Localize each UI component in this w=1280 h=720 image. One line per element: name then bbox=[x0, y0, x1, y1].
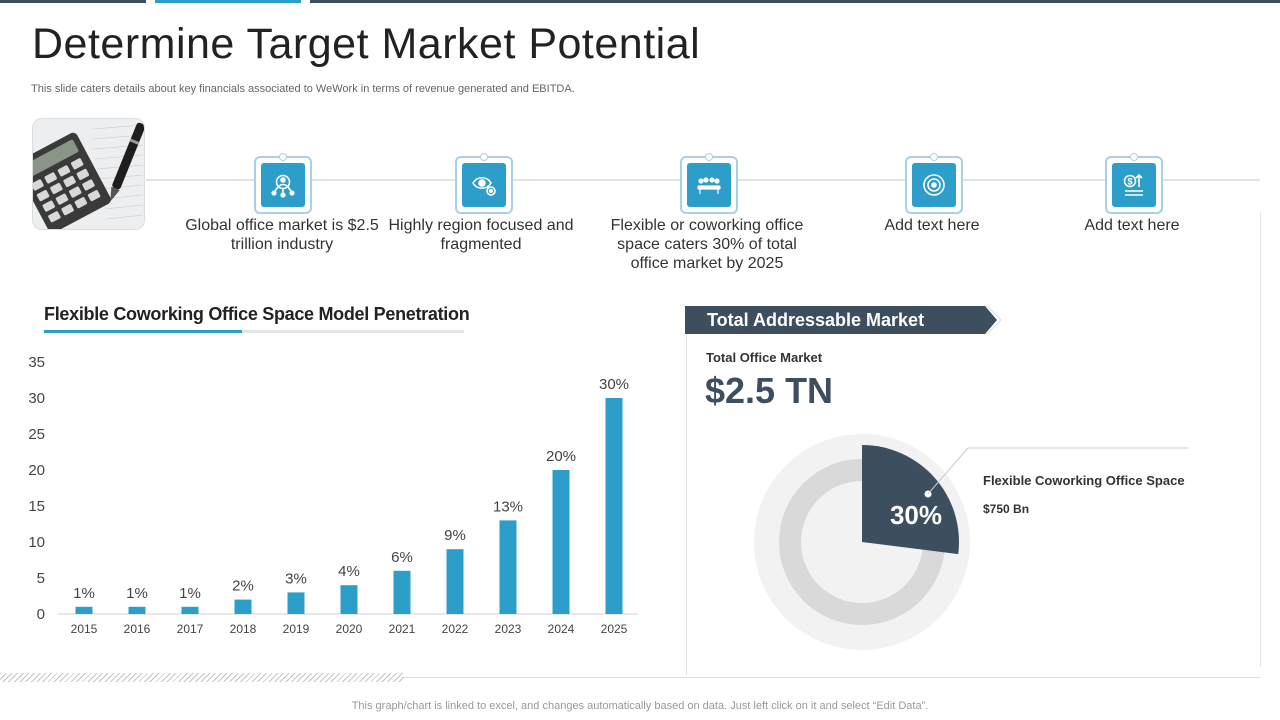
bar-value-label: 4% bbox=[338, 563, 360, 580]
bar-value-label: 2% bbox=[232, 578, 254, 595]
footnote: This graph/chart is linked to excel, and… bbox=[351, 700, 929, 712]
tam-header: Total Addressable Market bbox=[685, 306, 1005, 334]
feature-icon-box-1 bbox=[254, 153, 312, 214]
bar-2025 bbox=[605, 398, 623, 614]
top-accent-bar-2 bbox=[155, 0, 301, 3]
bar-2015 bbox=[75, 606, 93, 614]
feature-text-3: Flexible or coworking office space cater… bbox=[610, 217, 804, 272]
market-share-donut: 30% bbox=[754, 434, 1188, 650]
y-tick-label: 10 bbox=[28, 534, 45, 551]
bar-value-label: 9% bbox=[444, 527, 466, 544]
x-tick-label: 2016 bbox=[124, 622, 151, 636]
y-tick-label: 15 bbox=[28, 498, 45, 515]
feature-text-5: Add text here bbox=[1084, 217, 1180, 234]
feature-text-2: Highly region focused and fragmented bbox=[388, 217, 574, 253]
calculator-pen-photo bbox=[32, 118, 145, 230]
x-tick-label: 2020 bbox=[336, 622, 363, 636]
x-tick-label: 2021 bbox=[389, 622, 416, 636]
callout-line bbox=[927, 447, 969, 495]
x-tick-label: 2022 bbox=[442, 622, 469, 636]
top-accent-bar-3 bbox=[310, 0, 1280, 3]
bottom-divider bbox=[404, 677, 1260, 678]
dollar-growth-icon: $ bbox=[1112, 163, 1156, 207]
target-circle-icon bbox=[912, 163, 956, 207]
x-tick-label: 2025 bbox=[601, 622, 628, 636]
y-tick-label: 30 bbox=[28, 390, 45, 407]
feature-icon-box-2 bbox=[455, 153, 513, 214]
svg-text:$: $ bbox=[1127, 177, 1132, 187]
meeting-table-icon bbox=[687, 163, 731, 207]
bar-value-label: 20% bbox=[546, 448, 576, 465]
tam-header-label: Total Addressable Market bbox=[707, 310, 925, 330]
y-tick-label: 25 bbox=[28, 426, 45, 443]
bar-2016 bbox=[128, 606, 146, 614]
bar-2023 bbox=[499, 520, 517, 614]
x-tick-label: 2023 bbox=[495, 622, 522, 636]
penetration-bar-chart: 051015202530351%20151%20161%20172%20183%… bbox=[28, 354, 638, 636]
bar-2024 bbox=[552, 470, 570, 614]
donut-slice-label: 30% bbox=[890, 500, 942, 530]
segment-amount: $750 Bn bbox=[983, 502, 1030, 516]
top-accent-bar-1 bbox=[0, 0, 146, 3]
feature-text-4: Add text here bbox=[884, 217, 980, 234]
bar-2018 bbox=[234, 599, 252, 614]
bar-value-label: 13% bbox=[493, 498, 523, 515]
hatch-divider bbox=[0, 673, 404, 682]
eye-gear-icon bbox=[462, 163, 506, 207]
feature-icon-box-4 bbox=[905, 153, 963, 214]
bar-2021 bbox=[393, 570, 411, 614]
feature-icon-box-5: $ bbox=[1105, 153, 1163, 214]
panel-left-border bbox=[686, 330, 687, 675]
total-office-market-value: $2.5 TN bbox=[705, 370, 834, 411]
x-tick-label: 2019 bbox=[283, 622, 310, 636]
segment-label: Flexible Coworking Office Space bbox=[983, 473, 1185, 488]
bar-value-label: 30% bbox=[599, 376, 629, 393]
bar-value-label: 1% bbox=[73, 585, 95, 602]
y-tick-label: 20 bbox=[28, 462, 45, 479]
donut-slice-flexible-coworking bbox=[862, 445, 959, 555]
x-tick-label: 2024 bbox=[548, 622, 575, 636]
chart-title-underline-accent bbox=[44, 330, 242, 333]
total-office-market-label: Total Office Market bbox=[706, 350, 823, 365]
x-tick-label: 2018 bbox=[230, 622, 257, 636]
x-tick-label: 2015 bbox=[71, 622, 98, 636]
feature-icon-box-3 bbox=[680, 153, 738, 214]
feature-text-1: Global office market is $2.5 trillion in… bbox=[185, 217, 379, 253]
bar-2019 bbox=[287, 592, 305, 614]
bar-2022 bbox=[446, 549, 464, 614]
chart-title-underline bbox=[44, 330, 464, 333]
people-network-icon bbox=[261, 163, 305, 207]
chart-title: Flexible Coworking Office Space Model Pe… bbox=[44, 304, 470, 324]
page-title: Determine Target Market Potential bbox=[32, 20, 701, 68]
bar-value-label: 1% bbox=[126, 585, 148, 602]
page-subtitle: This slide caters details about key fina… bbox=[31, 83, 575, 95]
bar-value-label: 1% bbox=[179, 585, 201, 602]
x-tick-label: 2017 bbox=[177, 622, 204, 636]
y-tick-label: 0 bbox=[37, 606, 45, 623]
bar-2017 bbox=[181, 606, 199, 614]
bar-value-label: 3% bbox=[285, 570, 307, 587]
bar-value-label: 6% bbox=[391, 549, 413, 566]
bar-2020 bbox=[340, 585, 358, 614]
y-tick-label: 5 bbox=[37, 570, 45, 587]
y-tick-label: 35 bbox=[28, 354, 45, 371]
panel-right-border bbox=[1260, 212, 1261, 667]
